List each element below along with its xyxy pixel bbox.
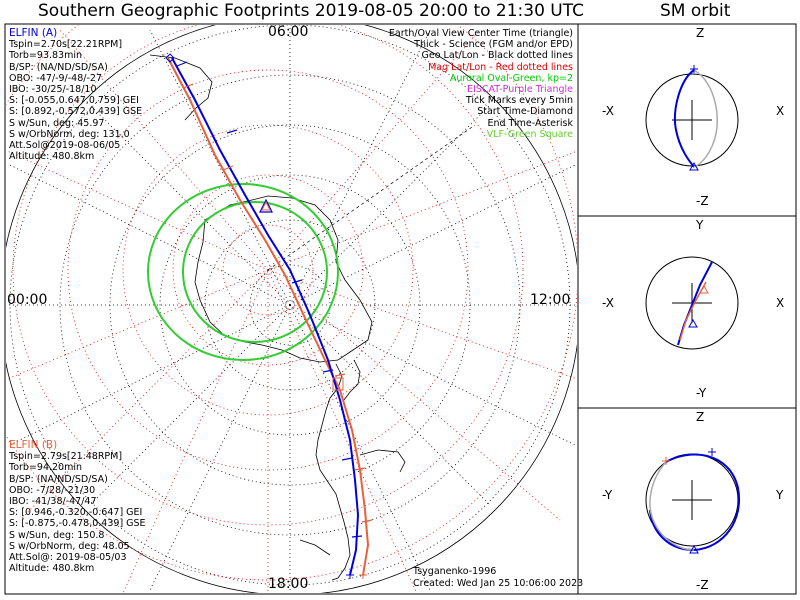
- orbit-title: SM orbit: [660, 1, 731, 21]
- elfin-b-line: Att.Sol@: 2019-08-05/03: [9, 552, 127, 564]
- legend-item: Earth/Oval View Center Time (triangle): [388, 28, 573, 39]
- elfin-b-name: ELFIN (B): [9, 439, 58, 451]
- orbit-1-bottom: -Z: [696, 194, 709, 208]
- elfin-b-ticks: [182, 83, 373, 523]
- elfin-b-line: Torb=94.20min: [9, 462, 83, 474]
- elfin-b-info: ELFIN (B) Tspin=2.79s[21.48RPM] Torb=94.…: [9, 439, 146, 575]
- elfin-a-line: S: [0.892,-0.572,0.439] GSE: [9, 106, 143, 118]
- elfin-a-line: S w/Sun, deg: 45.97: [9, 117, 105, 129]
- elfin-b-line: IBO: -41/38/-47/47: [9, 496, 97, 508]
- auroral-oval-inner: [182, 201, 328, 343]
- geo-grid: [6, 25, 577, 593]
- legend-item: Mag Lat/Lon - Red dotted lines: [428, 61, 573, 73]
- elfin-b-line: B/SP: (NA/ND/SD/SA): [9, 473, 108, 485]
- legend-item: Auroral Oval-Green, kp=2: [449, 72, 573, 84]
- elfin-b-line: S: [-0.875,-0.478,0.439] GSE: [9, 518, 146, 530]
- orbit-a-xz: [674, 69, 695, 168]
- elfin-a-track: [171, 57, 360, 576]
- orbit-1-right: X: [776, 104, 785, 118]
- orbit-b-yz: [649, 461, 695, 551]
- land-outline-top: [149, 54, 213, 121]
- elfin-b-center-triangle: [261, 200, 271, 211]
- elfin-b-track: [167, 57, 370, 576]
- legend-item: End Time-Asterisk: [487, 117, 573, 129]
- elfin-a-line: Altitude: 480.8km: [9, 151, 95, 163]
- elfin-b-line: S: [0.946,-0.320,-0.647] GEI: [9, 507, 143, 519]
- orbit-2-left: -X: [602, 296, 614, 310]
- marker-cluster: [332, 377, 344, 391]
- elfin-a-center-triangle: [259, 198, 273, 213]
- start-diamond-a: [165, 53, 175, 63]
- orbit-panel-yz: [645, 448, 741, 554]
- elfin-a-line: OBO: -47/-9/-48/-27: [9, 72, 102, 84]
- auroral-oval-outer: [147, 183, 339, 361]
- time-label-top: 06:00: [268, 24, 309, 40]
- legend-item: Geo Lat/Lon - Black dotted lines: [421, 50, 573, 62]
- land-outline-bottom: [359, 449, 406, 473]
- orbit-1-left: -X: [602, 104, 614, 118]
- legend-item: Thick - Science (FGM and/or EPD): [414, 39, 573, 51]
- time-label-right: 12:00: [530, 292, 571, 308]
- elfin-a-line: IBO: -30/25/-18/10: [9, 84, 97, 96]
- orbit-panel-xz: [645, 65, 739, 171]
- orbit-3-bottom: -Z: [696, 578, 709, 592]
- elfin-a-name: ELFIN (A): [9, 27, 58, 39]
- created-credit: Created: Wed Jan 25 10:06:00 2023: [413, 578, 584, 589]
- elfin-a-line: Att.Sol@2019-08-06/05: [9, 140, 121, 152]
- elfin-a-line: Tspin=2.70s[22.21RPM]: [9, 39, 123, 51]
- elfin-b-line: Tspin=2.79s[21.48RPM]: [9, 451, 123, 463]
- end-asterisk-a: [346, 571, 354, 579]
- legend-item: EISCAT-Purple Triangle: [467, 84, 573, 96]
- elfin-a-ticks: [176, 61, 363, 538]
- orbit-3-top: Z: [696, 410, 705, 424]
- end-asterisk-b: [359, 571, 367, 579]
- orbit-b-xz: [693, 69, 718, 168]
- legend-item: VLF-Green Square: [486, 128, 573, 140]
- legend-item: Tick Marks every 5min: [465, 95, 573, 107]
- elfin-b-line: S w/OrbNorm, deg: 48.05: [9, 540, 130, 552]
- elfin-a-info: ELFIN (A) Tspin=2.70s[22.21RPM] Torb=93.…: [9, 27, 143, 163]
- elfin-a-line: B/SP: (NA/ND/SD/SA): [9, 61, 108, 73]
- orbit-2-top: Y: [696, 218, 704, 232]
- south-america-outline: [315, 363, 351, 581]
- view-center-line: [267, 124, 476, 271]
- orbit-a-yz: [649, 453, 741, 552]
- legend: Earth/Oval View Center Time (triangle) T…: [389, 28, 573, 140]
- orbit-3-right: Y: [776, 488, 784, 502]
- model-credit: Tsyganenko-1996: [413, 566, 497, 577]
- orbit-b-xy: [679, 281, 707, 341]
- orbit-frame: [577, 23, 797, 595]
- orbit-panel-xy: [645, 256, 739, 350]
- time-label-bottom: 18:00: [268, 576, 309, 592]
- time-label-left: 00:00: [7, 292, 48, 308]
- elfin-a-line: S w/OrbNorm, deg: 131.0: [9, 128, 130, 140]
- main-title: Southern Geographic Footprints 2019-08-0…: [38, 1, 585, 21]
- legend-item: Start Time-Diamond: [477, 106, 573, 118]
- mag-grid: [6, 25, 577, 593]
- elfin-b-line: Altitude: 480.8km: [9, 563, 95, 575]
- orbit-2-bottom: -Y: [696, 386, 707, 400]
- orbit-3-left: -Y: [602, 488, 613, 502]
- elfin-a-line: Torb=93.83min: [9, 50, 83, 62]
- orbit-1-top: Z: [696, 26, 705, 40]
- elfin-b-line: S w/Sun, deg: 150.8: [9, 529, 105, 541]
- orbit-2-right: X: [776, 296, 785, 310]
- elfin-b-line: OBO: -7/28/-21/30: [9, 484, 96, 496]
- elfin-a-line: S: [-0.055,0.647,0.759] GEI: [9, 95, 139, 107]
